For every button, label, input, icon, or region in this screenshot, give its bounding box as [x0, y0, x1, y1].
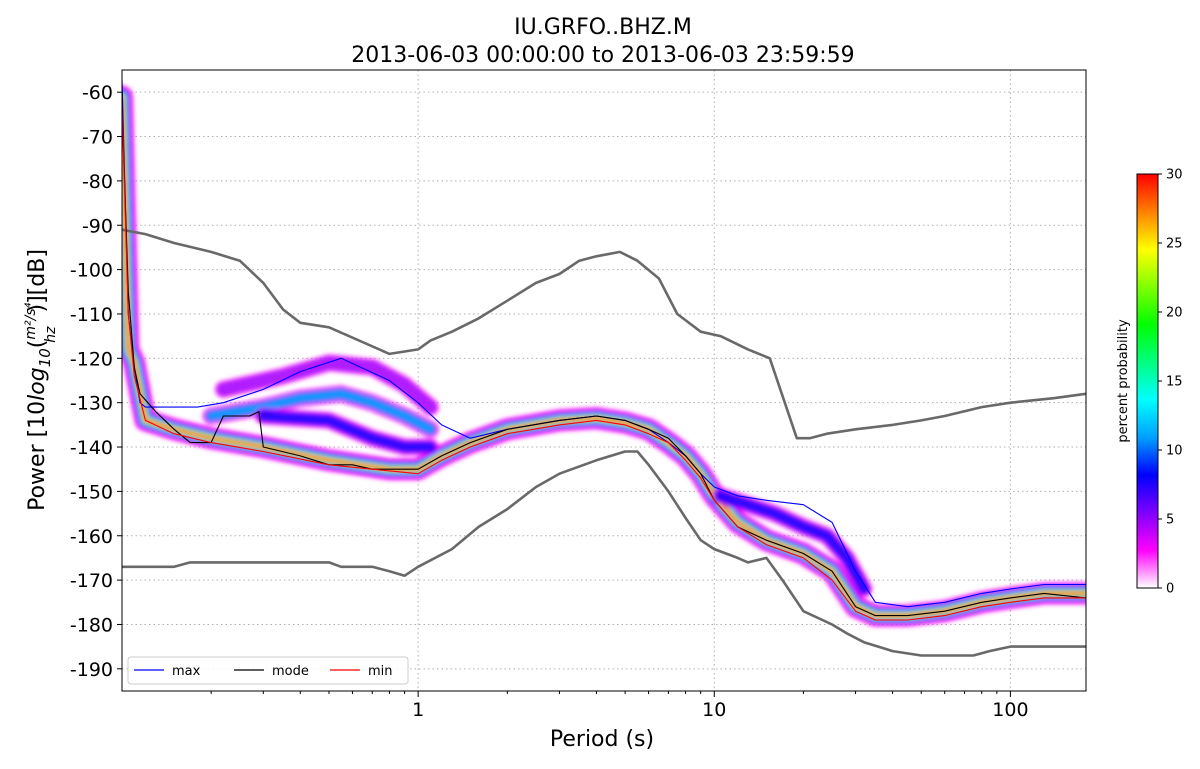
chart-subtitle: 2013-06-03 00:00:00 to 2013-06-03 23:59:… — [351, 43, 854, 68]
noise-models — [122, 228, 1086, 657]
y-axis-label: Power [10log10(m²/s⁴ hz)][dB] — [23, 249, 59, 511]
y-tick-label: -120 — [70, 348, 113, 370]
colorbar-tick-label: 5 — [1166, 513, 1174, 528]
y-axis-ticks: -60 -70 -80 -90 -100 -110 -120 -130 -140 -150 -160… — [70, 82, 122, 681]
colorbar-tick-label: 0 — [1166, 582, 1174, 597]
low-noise-model — [122, 450, 1086, 657]
legend-label-mode: mode — [272, 664, 309, 679]
y-tick-label: -100 — [70, 260, 113, 282]
y-tick-label: -70 — [82, 127, 113, 149]
density-band — [216, 356, 438, 414]
stat-lines — [122, 78, 1086, 621]
legend-label-min: min — [368, 664, 393, 679]
colorbar-tick-label: 20 — [1166, 306, 1183, 321]
x-axis-ticks: 1 10 100 — [210, 691, 1029, 721]
chart-title: IU.GRFO..BHZ.M — [514, 15, 692, 40]
y-label-suffix: )][dB] — [25, 249, 50, 312]
x-tick-label: 1 — [412, 699, 424, 721]
x-axis-label: Period (s) — [550, 727, 654, 752]
colorbar-tick-label: 30 — [1166, 168, 1183, 183]
grid-lines — [122, 70, 1086, 691]
y-tick-label: -180 — [70, 614, 113, 636]
y-tick-label: -60 — [82, 82, 113, 104]
colorbar-label: percent probability — [1116, 319, 1131, 443]
x-tick-label: 100 — [992, 699, 1028, 721]
y-tick-label: -170 — [70, 570, 113, 592]
legend-label-max: max — [172, 664, 201, 679]
plot-frame — [121, 69, 1087, 692]
y-label-den: hz — [43, 326, 59, 343]
x-tick-label: 10 — [702, 699, 726, 721]
colorbar-gradient — [1136, 173, 1159, 589]
y-tick-label: -80 — [82, 171, 113, 193]
series-mode-line — [122, 105, 1086, 617]
y-tick-label: -150 — [70, 481, 113, 503]
density-band — [258, 410, 436, 453]
colorbar-tick-label: 15 — [1166, 375, 1183, 390]
density-band — [715, 490, 870, 595]
y-tick-label: -90 — [82, 215, 113, 237]
y-tick-label: -160 — [70, 526, 113, 548]
colorbar-tick-label: 25 — [1166, 237, 1183, 252]
series-min-line — [122, 105, 1086, 621]
y-label-num: m²/s⁴ — [23, 302, 39, 339]
y-tick-label: -130 — [70, 393, 113, 415]
y-label-sub: 10 — [36, 348, 54, 367]
y-label-prefix: Power [10 — [25, 401, 50, 511]
high-noise-model — [122, 228, 1086, 440]
legend: max mode min — [127, 656, 409, 685]
colorbar: 0 5 10 15 20 25 30 percent probability — [1116, 168, 1183, 597]
colorbar-ticks: 0 5 10 15 20 25 30 — [1158, 168, 1183, 597]
colorbar-tick-label: 10 — [1166, 444, 1183, 459]
y-tick-label: -140 — [70, 437, 113, 459]
y-tick-label: -190 — [70, 659, 113, 681]
legend-box — [127, 656, 409, 685]
y-label-log: log — [25, 367, 50, 401]
y-tick-label: -110 — [70, 304, 113, 326]
density-band — [207, 389, 435, 434]
